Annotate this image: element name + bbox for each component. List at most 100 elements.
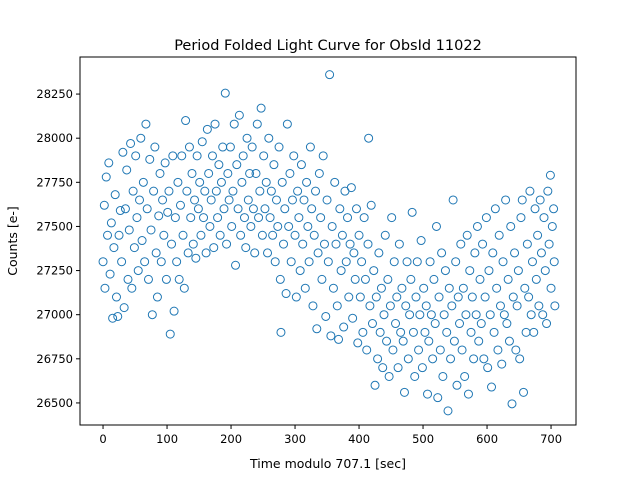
data-point	[105, 269, 115, 279]
data-point	[247, 142, 257, 152]
data-point	[484, 266, 494, 276]
data-point	[233, 204, 243, 214]
data-point	[152, 292, 162, 302]
data-point	[236, 230, 246, 240]
data-point	[344, 292, 354, 302]
data-point	[447, 301, 457, 311]
data-point	[326, 331, 336, 341]
data-point	[252, 119, 262, 129]
data-point	[401, 301, 411, 311]
data-point	[534, 301, 544, 311]
data-point	[110, 190, 120, 200]
data-point	[549, 257, 559, 267]
data-point	[135, 195, 145, 205]
data-point	[513, 266, 523, 276]
data-point	[543, 186, 553, 196]
data-point	[515, 354, 525, 364]
data-point	[127, 283, 137, 293]
data-point	[472, 221, 482, 231]
data-point	[519, 387, 529, 397]
data-point	[388, 345, 398, 355]
data-point	[115, 206, 125, 216]
data-point	[489, 327, 499, 337]
data-point	[124, 225, 134, 235]
y-tick-label: 27250	[36, 264, 73, 278]
data-point	[218, 142, 228, 152]
data-point	[437, 248, 447, 258]
data-point	[114, 230, 124, 240]
data-point	[384, 371, 394, 381]
data-point	[394, 239, 404, 249]
data-point	[504, 336, 514, 346]
data-point	[336, 266, 346, 276]
data-point	[219, 204, 229, 214]
data-point	[429, 274, 439, 284]
data-point	[293, 186, 303, 196]
data-point	[355, 292, 365, 302]
data-point	[499, 310, 509, 320]
y-tick-label: 26500	[36, 396, 73, 410]
x-tick-label: 700	[540, 432, 562, 446]
data-point	[550, 301, 560, 311]
data-point	[279, 239, 289, 249]
data-point	[398, 336, 408, 346]
data-point	[271, 195, 281, 205]
data-point	[122, 165, 132, 175]
data-point	[411, 292, 421, 302]
data-point	[502, 319, 512, 329]
data-point	[160, 158, 170, 168]
data-point	[207, 151, 217, 161]
data-point	[479, 354, 489, 364]
data-point	[376, 283, 386, 293]
data-point	[463, 389, 473, 399]
data-point	[364, 133, 374, 143]
data-point	[330, 177, 340, 187]
data-point	[444, 283, 454, 293]
data-point	[487, 382, 497, 392]
data-point	[525, 186, 535, 196]
data-point	[151, 248, 161, 258]
data-point	[325, 70, 335, 80]
data-point	[448, 195, 458, 205]
data-point	[430, 319, 440, 329]
data-point	[177, 151, 187, 161]
data-point	[435, 345, 445, 355]
data-point	[111, 292, 121, 302]
data-point	[353, 338, 363, 348]
data-point	[101, 172, 111, 182]
data-point	[522, 239, 532, 249]
x-tick-label: 100	[156, 432, 178, 446]
data-point	[488, 248, 498, 258]
data-point	[506, 221, 516, 231]
data-point	[375, 327, 385, 337]
data-point	[346, 183, 356, 193]
data-point	[362, 345, 372, 355]
data-point	[284, 221, 294, 231]
data-point	[286, 257, 296, 267]
data-point	[300, 283, 310, 293]
data-point	[250, 248, 260, 258]
data-point	[298, 239, 308, 249]
data-point	[379, 310, 389, 320]
data-point	[378, 363, 388, 373]
data-point	[104, 158, 114, 168]
y-tick-label: 28000	[36, 131, 73, 145]
x-axis: 0 100 200 300 400 500 600 700	[99, 425, 562, 446]
data-point	[531, 274, 541, 284]
data-point	[281, 289, 291, 299]
data-point	[512, 301, 522, 311]
data-point	[363, 239, 373, 249]
data-point	[159, 230, 169, 240]
data-point	[348, 313, 358, 323]
data-point	[417, 363, 427, 373]
data-point	[493, 345, 503, 355]
data-point	[414, 345, 424, 355]
x-tick-label: 500	[412, 432, 434, 446]
data-point	[126, 138, 136, 148]
data-point	[289, 151, 299, 161]
data-point	[142, 204, 152, 214]
data-point	[140, 257, 150, 267]
data-point	[232, 160, 242, 170]
data-point	[392, 292, 402, 302]
data-point	[210, 119, 220, 129]
